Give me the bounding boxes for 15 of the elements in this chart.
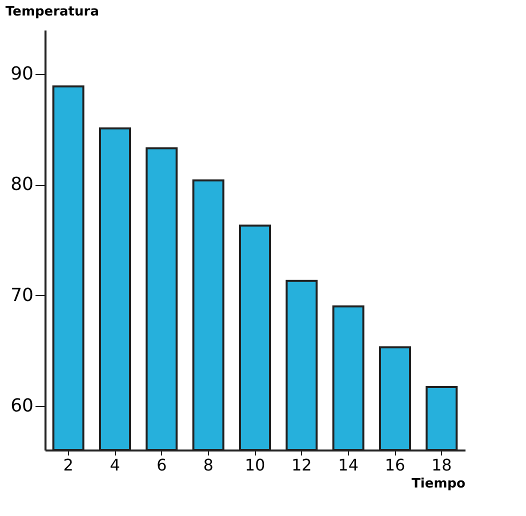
x-tick-label: 18 — [431, 456, 452, 474]
y-axis-title: Temperatura — [6, 4, 99, 20]
x-tick-label: 12 — [291, 456, 312, 474]
x-tick-label: 4 — [110, 456, 120, 474]
x-tick-label: 6 — [156, 456, 167, 474]
y-tick-label: 90 — [10, 64, 34, 85]
y-tick-label: 70 — [10, 284, 34, 306]
x-tick-label: 16 — [384, 456, 406, 474]
y-tick-label: 80 — [10, 174, 34, 196]
x-tick-label: 14 — [338, 456, 359, 474]
y-tick-label: 60 — [10, 395, 34, 416]
x-axis-title: Tiempo — [412, 476, 466, 492]
x-tick-label: 2 — [63, 456, 74, 474]
x-tick-label: 8 — [203, 456, 214, 474]
x-tick-label: 10 — [244, 456, 266, 474]
